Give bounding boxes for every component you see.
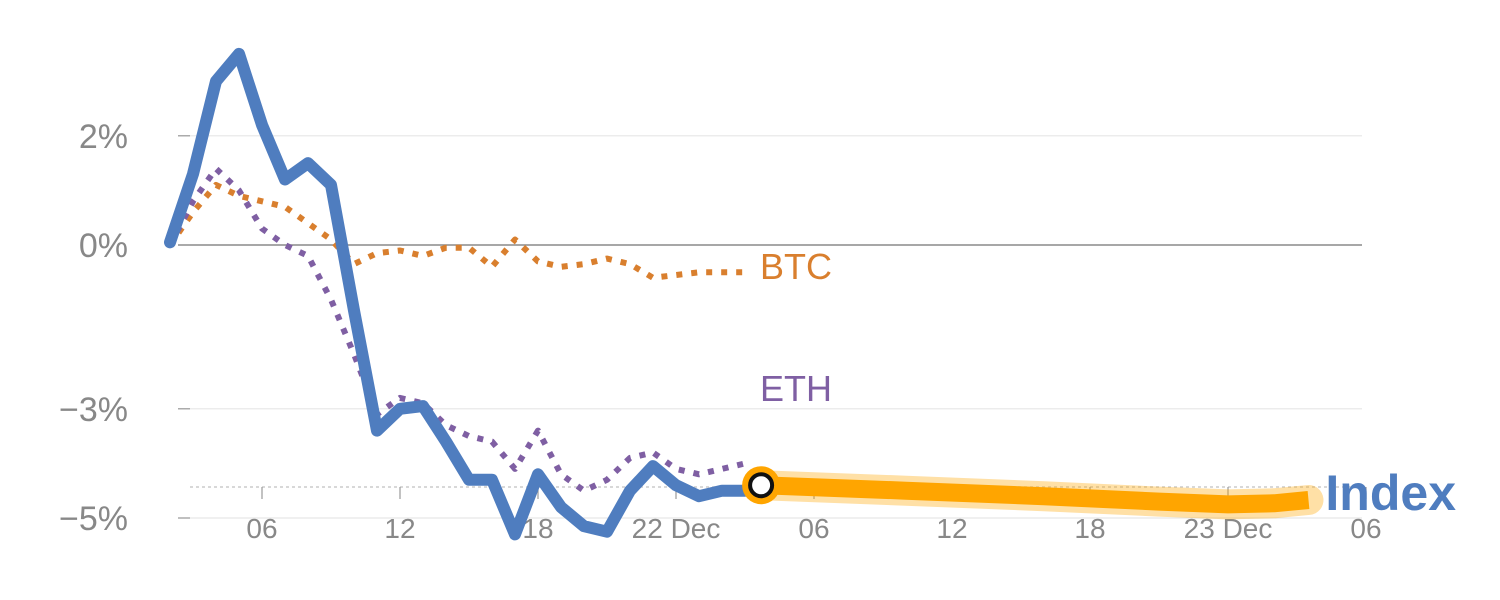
labels: Index ETH BTC	[760, 246, 1456, 521]
x-tick-label: 06	[246, 513, 277, 544]
x-tick-label: 23 Dec	[1184, 513, 1273, 544]
x-tick-label: 06	[1350, 513, 1381, 544]
y-tick-label: −5%	[59, 500, 128, 538]
series-label-eth: ETH	[760, 368, 832, 409]
forecast-line	[760, 476, 1310, 514]
x-tick-label: 06	[798, 513, 829, 544]
current-marker	[748, 472, 775, 499]
series-line-eth	[167, 165, 746, 494]
y-tick-label: −3%	[59, 391, 128, 429]
x-tick-label: 12	[384, 513, 415, 544]
series-label-btc: BTC	[760, 246, 832, 287]
x-tick-label: 18	[1074, 513, 1105, 544]
x-tick-label: 22 Dec	[632, 513, 721, 544]
series-line-index	[164, 47, 768, 541]
series-line-btc	[167, 181, 745, 281]
y-tick-label: 2%	[79, 118, 128, 156]
series-lines	[164, 47, 1324, 541]
y-tick-label: 0%	[79, 227, 128, 265]
axes: 2%0%−3%−5% 06 12 18 22 Dec 06 12 18 23 Dec 06	[59, 118, 1382, 544]
x-tick-label: 12	[936, 513, 967, 544]
series-label-index: Index	[1325, 465, 1456, 521]
